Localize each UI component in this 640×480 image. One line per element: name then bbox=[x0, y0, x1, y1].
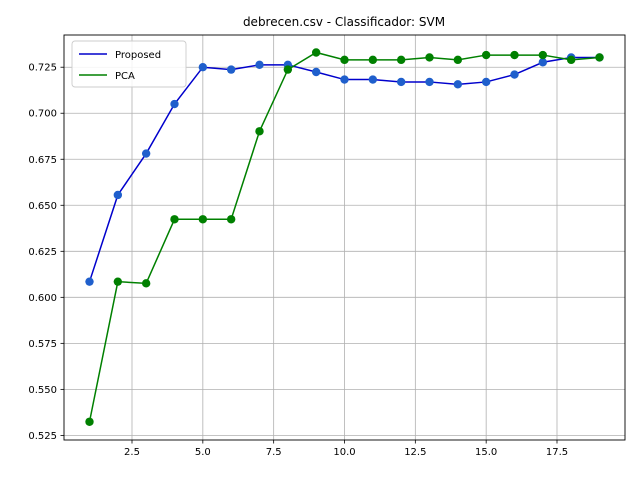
data-point-proposed bbox=[510, 70, 519, 79]
chart-title: debrecen.csv - Classificador: SVM bbox=[243, 15, 445, 29]
x-tick-label: 10.0 bbox=[333, 447, 355, 458]
data-point-pca bbox=[283, 65, 293, 74]
data-point-proposed bbox=[170, 99, 179, 109]
y-tick-label: 0.725 bbox=[28, 63, 57, 74]
y-tick-label: 0.650 bbox=[28, 201, 57, 212]
y-tick-label: 0.575 bbox=[28, 339, 57, 350]
data-point-proposed bbox=[226, 65, 236, 74]
y-tick-label: 0.600 bbox=[28, 293, 57, 304]
data-point-proposed bbox=[340, 75, 349, 84]
y-tick-label: 0.625 bbox=[28, 247, 57, 258]
y-tick-label: 0.700 bbox=[28, 109, 57, 120]
data-point-pca bbox=[566, 55, 576, 65]
x-tick-label: 7.5 bbox=[266, 447, 282, 458]
data-point-pca bbox=[425, 53, 434, 62]
y-axis: 0.525 0.550 0.575 0.600 0.625 0.650 0.675 0.700… bbox=[28, 63, 64, 442]
data-point-pca bbox=[85, 417, 94, 426]
data-point-proposed bbox=[368, 75, 378, 84]
data-point-proposed bbox=[538, 58, 548, 67]
x-axis: 2.5 5.0 7.5 10.0 12.5 15.0 17.5 bbox=[124, 440, 568, 458]
data-point-pca bbox=[141, 279, 151, 288]
data-point-pca bbox=[113, 277, 123, 286]
data-point-proposed bbox=[481, 77, 491, 87]
data-point-pca bbox=[396, 55, 406, 65]
data-point-proposed bbox=[85, 277, 94, 286]
data-point-proposed bbox=[113, 190, 123, 200]
data-point-pca bbox=[453, 55, 463, 65]
data-point-proposed bbox=[396, 77, 406, 87]
data-point-proposed bbox=[453, 80, 463, 89]
data-point-pca bbox=[170, 215, 179, 224]
data-point-pca bbox=[226, 215, 236, 224]
data-point-pca bbox=[255, 127, 264, 136]
data-point-proposed bbox=[425, 77, 434, 87]
data-point-pca bbox=[510, 50, 519, 60]
x-tick-label: 12.5 bbox=[404, 447, 426, 458]
data-point-pca bbox=[340, 55, 349, 65]
data-point-proposed bbox=[141, 149, 151, 158]
data-point-pca bbox=[368, 55, 378, 65]
x-tick-label: 5.0 bbox=[195, 447, 211, 458]
y-tick-label: 0.550 bbox=[28, 385, 57, 396]
y-tick-label: 0.675 bbox=[28, 155, 57, 166]
data-point-proposed bbox=[311, 67, 321, 77]
data-point-pca bbox=[481, 50, 491, 60]
data-point-proposed bbox=[198, 63, 208, 72]
y-tick-label: 0.525 bbox=[28, 431, 57, 442]
x-tick-label: 2.5 bbox=[124, 447, 140, 458]
x-tick-label: 17.5 bbox=[546, 447, 568, 458]
data-point-pca bbox=[595, 53, 604, 62]
data-point-pca bbox=[311, 48, 321, 57]
series-layer bbox=[85, 48, 604, 426]
data-point-pca bbox=[538, 50, 548, 60]
legend-label-pca: PCA bbox=[115, 71, 135, 82]
grid-lines bbox=[64, 35, 625, 440]
legend: Proposed PCA bbox=[71, 40, 187, 88]
x-tick-label: 15.0 bbox=[475, 447, 497, 458]
data-point-proposed bbox=[255, 60, 264, 70]
data-point-pca bbox=[198, 215, 208, 224]
legend-label-proposed: Proposed bbox=[115, 50, 161, 61]
